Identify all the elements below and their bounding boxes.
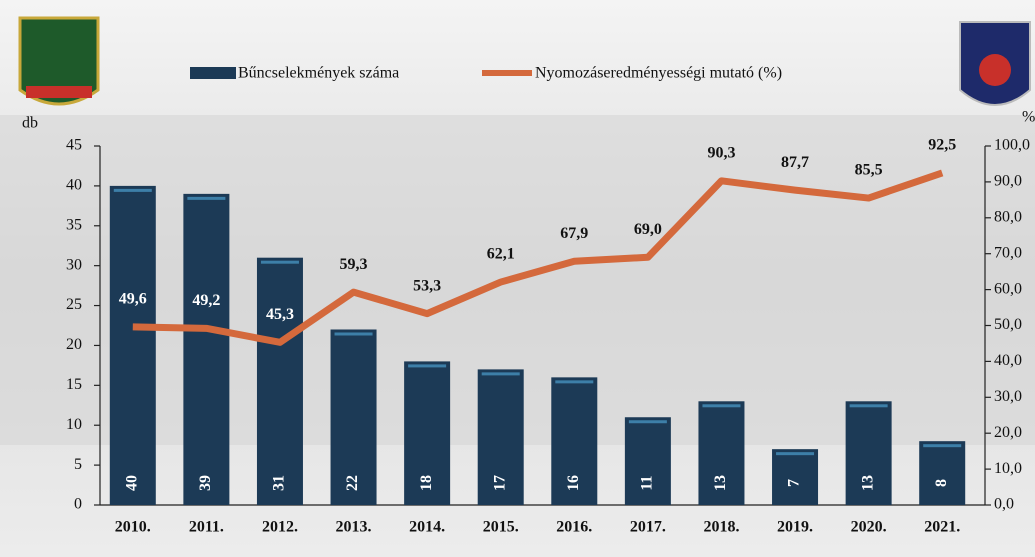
y2-tick-label: 10,0 (994, 460, 1022, 477)
x-tick-label: 2021. (924, 519, 960, 536)
y-tick-label: 25 (66, 296, 82, 313)
bar-value-label: 40 (123, 475, 140, 491)
y-tick-label: 20 (66, 336, 82, 353)
x-tick-label: 2013. (336, 519, 372, 536)
y2-axis-label: % (1022, 109, 1035, 126)
legend-swatch (190, 67, 236, 79)
bar-highlight (555, 380, 593, 383)
bar-highlight (261, 261, 299, 264)
bar (257, 258, 303, 505)
x-tick-label: 2020. (851, 519, 887, 536)
line-value-label: 87,7 (781, 154, 809, 171)
bar-value-label: 13 (712, 475, 729, 491)
y2-tick-label: 90,0 (994, 173, 1022, 190)
bar-value-label: 22 (344, 475, 361, 491)
logo-left (20, 18, 98, 104)
bar-value-label: 13 (859, 475, 876, 491)
bar-highlight (482, 372, 520, 375)
bar-value-label: 11 (639, 475, 656, 490)
line-value-label: 53,3 (413, 277, 441, 294)
legend-label: Bűncselekmények száma (238, 65, 399, 82)
bar-value-label: 31 (271, 475, 288, 491)
logo-right (960, 22, 1030, 105)
bar-highlight (114, 189, 152, 192)
bar-highlight (335, 332, 373, 335)
y2-tick-label: 80,0 (994, 208, 1022, 225)
line-value-label: 49,2 (192, 292, 220, 309)
y2-tick-label: 60,0 (994, 280, 1022, 297)
bar (772, 449, 818, 505)
y2-tick-label: 20,0 (994, 424, 1022, 441)
bar-value-label: 7 (786, 479, 803, 487)
x-tick-label: 2015. (483, 519, 519, 536)
y-tick-label: 15 (66, 376, 82, 393)
x-tick-label: 2017. (630, 519, 666, 536)
bar-highlight (850, 404, 888, 407)
y-axis-label: db (22, 115, 38, 132)
x-tick-label: 2019. (777, 519, 813, 536)
line-value-label: 69,0 (634, 221, 662, 238)
y-tick-label: 40 (66, 177, 82, 194)
x-tick-label: 2012. (262, 519, 298, 536)
line-value-label: 49,6 (119, 291, 147, 308)
line-value-label: 85,5 (855, 162, 883, 179)
y-tick-label: 45 (66, 137, 82, 154)
y2-tick-label: 30,0 (994, 388, 1022, 405)
page: db % 0 5 10 15 20 25 30 35 40 45 0,0 10,0 20,0 30,0 40… (0, 0, 1035, 557)
bar-highlight (702, 404, 740, 407)
line-value-label: 92,5 (928, 137, 956, 154)
bar-value-label: 8 (933, 479, 950, 487)
y2-tick-label: 0,0 (994, 496, 1014, 513)
line-value-label: 90,3 (707, 144, 735, 161)
y2-tick-label: 100,0 (994, 137, 1030, 154)
y-tick-label: 5 (74, 456, 82, 473)
line-value-label: 59,3 (340, 256, 368, 273)
y2-tick-label: 40,0 (994, 352, 1022, 369)
bar-highlight (408, 364, 446, 367)
line-value-label: 67,9 (560, 225, 588, 242)
bar-highlight (187, 197, 225, 200)
bar (183, 194, 229, 505)
bar-highlight (776, 452, 814, 455)
legend-label: Nyomozáseredményességi mutató (%) (535, 65, 782, 82)
y2-tick-label: 70,0 (994, 244, 1022, 261)
bar-value-label: 18 (418, 475, 435, 491)
bar (919, 441, 965, 505)
bar-value-label: 16 (565, 475, 582, 491)
bar-highlight (629, 420, 667, 423)
y-tick-label: 0 (74, 496, 82, 513)
x-tick-label: 2014. (409, 519, 445, 536)
line-value-label: 62,1 (487, 246, 515, 263)
y-tick-label: 30 (66, 256, 82, 273)
bar (625, 417, 671, 505)
x-tick-label: 2010. (115, 519, 151, 536)
bar (110, 186, 156, 505)
bar-value-label: 39 (197, 475, 214, 491)
x-tick-label: 2018. (703, 519, 739, 536)
bar-value-label: 17 (491, 475, 508, 491)
x-tick-label: 2011. (189, 519, 224, 536)
y-tick-label: 10 (66, 416, 82, 433)
y2-tick-label: 50,0 (994, 316, 1022, 333)
line-value-label: 45,3 (266, 306, 294, 323)
x-tick-label: 2016. (556, 519, 592, 536)
y-tick-label: 35 (66, 216, 82, 233)
bar-highlight (923, 444, 961, 447)
chart: db % 0 5 10 15 20 25 30 35 40 45 0,0 10,0 20,0 30,0 40… (0, 0, 1035, 557)
